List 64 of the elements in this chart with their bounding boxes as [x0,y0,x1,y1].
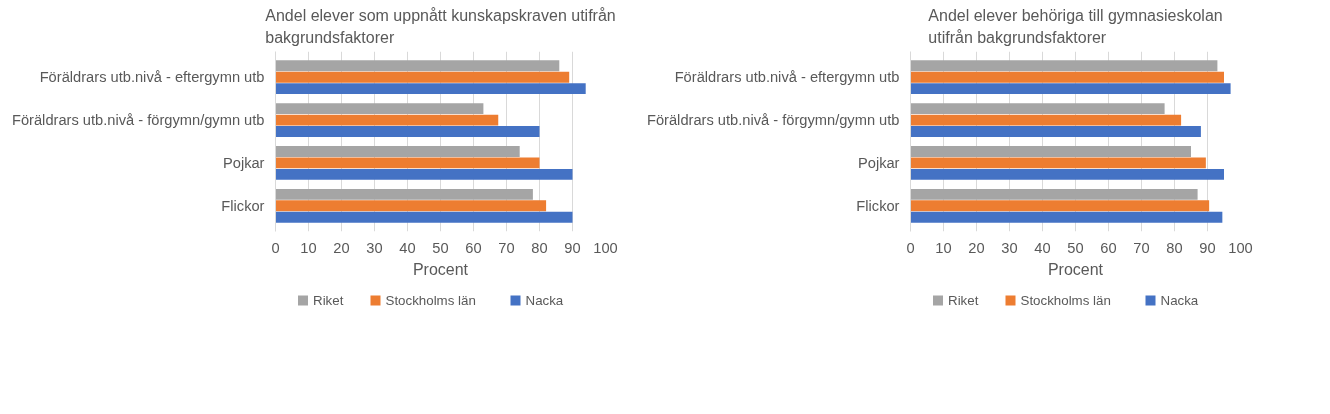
legend-label: Nacka [525,293,564,308]
y-tick-label: Föräldrars utb.nivå - förgymn/gymn utb [11,112,265,129]
legend-label: Stockholms län [1020,293,1111,308]
bar [275,103,484,115]
x-axis-title: Procent [1047,260,1104,278]
x-tick-label: 10 [935,239,952,256]
x-tick-label: 80 [531,239,548,256]
x-tick-label: 20 [968,239,985,256]
x-tick-label: 50 [1067,239,1084,256]
bar [275,83,586,95]
y-tick-label: Föräldrars utb.nivå - eftergymn utb [674,69,900,86]
x-tick-label: 50 [432,239,449,256]
y-tick-label: Flickor [221,197,265,214]
x-tick-label: 70 [1133,239,1150,256]
x-tick-label: 20 [333,239,350,256]
bar [910,103,1165,115]
bar [275,126,540,137]
x-tick-label: 40 [399,239,416,256]
bar [275,60,560,72]
bar [275,188,533,200]
bar [910,114,1182,126]
legend-label: Riket [948,293,979,308]
bar [910,200,1210,212]
bar [910,211,1223,223]
bar [910,157,1206,169]
bar [275,146,520,157]
x-tick-label: 60 [465,239,482,256]
x-tick-label: 30 [1001,239,1018,256]
y-tick-label: Pojkar [857,154,900,171]
bar [275,157,540,169]
x-tick-label: 100 [593,239,618,256]
x-tick-label: 30 [366,239,383,256]
chart-title: Andel elever behöriga till gymnasieskolan utifrån bakgrundsfaktorer [928,7,1223,47]
x-tick-label: 80 [1166,239,1183,256]
bar [910,83,1231,95]
bar [275,200,547,212]
y-tick-label: Föräldrars utb.nivå - förgymn/gymn utb [646,112,900,129]
x-tick-label: 0 [906,239,915,256]
legend-label: Riket [313,293,344,308]
x-tick-label: 0 [271,239,280,256]
bar [910,126,1201,137]
y-tick-label: Flickor [856,197,900,214]
bar [910,188,1198,200]
bar [275,211,573,223]
legend-label: Stockholms län [385,293,476,308]
x-tick-label: 60 [1100,239,1117,256]
x-tick-label: 90 [564,239,581,256]
bar [910,71,1224,83]
x-tick-label: 70 [498,239,515,256]
bar [275,114,499,126]
chart-title: Andel elever som uppnått kunskapskraven utifrån bakgrundsfaktorer [265,7,616,47]
x-axis-title: Procent [412,260,469,278]
bar [275,168,573,180]
bar [275,71,570,83]
bar [910,168,1224,180]
x-tick-label: 40 [1034,239,1051,256]
x-tick-label: 100 [1228,239,1253,256]
y-tick-label: Pojkar [222,154,265,171]
y-tick-label: Föräldrars utb.nivå - eftergymn utb [39,69,265,86]
x-tick-label: 90 [1199,239,1216,256]
bar [910,146,1191,157]
x-tick-label: 10 [300,239,317,256]
bar [910,60,1218,72]
legend-label: Nacka [1160,293,1199,308]
